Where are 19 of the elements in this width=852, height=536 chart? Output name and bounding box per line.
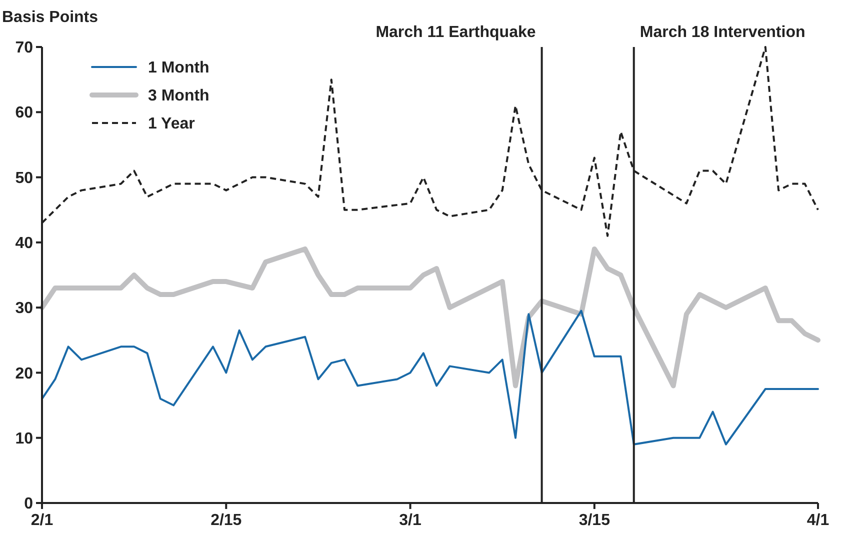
y-tick-label: 30: [15, 300, 34, 318]
y-tick-label: 40: [15, 235, 34, 252]
legend-label: 1 Month: [148, 60, 210, 77]
x-tick-label: 3/1: [399, 512, 422, 529]
y-tick-label: 60: [15, 104, 34, 122]
y-tick-label: 10: [15, 430, 34, 448]
y-tick-label: 0: [24, 496, 34, 513]
x-tick-label: 4/1: [806, 512, 830, 529]
y-axis-title: Basis Points: [2, 9, 98, 26]
legend-label: 1 Year: [148, 116, 195, 133]
x-tick-label: 2/1: [30, 512, 54, 529]
x-tick-label: 3/15: [578, 512, 610, 529]
legend-label: 3 Month: [148, 88, 210, 105]
y-tick-label: 70: [15, 40, 34, 57]
x-tick-label: 2/15: [210, 512, 242, 529]
ref-line-label: March 18 Intervention: [640, 24, 806, 41]
y-tick-label: 50: [15, 170, 34, 187]
y-tick-label: 20: [15, 365, 34, 382]
ref-line-label: March 11 Earthquake: [376, 24, 536, 41]
